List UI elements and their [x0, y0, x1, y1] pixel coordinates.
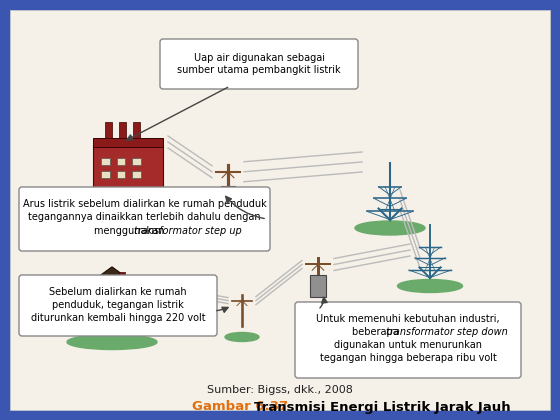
Ellipse shape — [355, 221, 425, 235]
FancyBboxPatch shape — [82, 291, 142, 328]
FancyBboxPatch shape — [295, 302, 521, 378]
Text: Arus listrik sebelum dialirkan ke rumah penduduk: Arus listrik sebelum dialirkan ke rumah … — [22, 199, 267, 209]
FancyBboxPatch shape — [19, 187, 270, 251]
FancyBboxPatch shape — [19, 275, 217, 336]
FancyBboxPatch shape — [116, 171, 125, 178]
Text: Uap air digunakan sebagai
sumber utama pembangkit listrik: Uap air digunakan sebagai sumber utama p… — [177, 53, 341, 75]
FancyBboxPatch shape — [119, 272, 125, 286]
FancyBboxPatch shape — [101, 171, 110, 178]
Ellipse shape — [78, 195, 178, 211]
FancyBboxPatch shape — [93, 138, 163, 147]
FancyBboxPatch shape — [119, 122, 126, 138]
Ellipse shape — [209, 215, 247, 225]
Text: Transmisi Energi Listrik Jarak Jauh: Transmisi Energi Listrik Jarak Jauh — [254, 401, 511, 414]
FancyBboxPatch shape — [105, 122, 112, 138]
FancyBboxPatch shape — [133, 122, 141, 138]
FancyBboxPatch shape — [221, 186, 235, 205]
FancyBboxPatch shape — [132, 158, 141, 165]
Text: transformator step down: transformator step down — [386, 327, 508, 337]
Ellipse shape — [225, 333, 259, 341]
Ellipse shape — [398, 279, 463, 292]
Text: tegangannya dinaikkan terlebih dahulu dengan: tegangannya dinaikkan terlebih dahulu de… — [28, 212, 261, 222]
Text: penduduk, tegangan listrik: penduduk, tegangan listrik — [52, 300, 184, 310]
FancyBboxPatch shape — [310, 275, 326, 297]
FancyBboxPatch shape — [107, 312, 117, 328]
FancyBboxPatch shape — [89, 303, 100, 313]
FancyBboxPatch shape — [10, 10, 550, 410]
Ellipse shape — [67, 334, 157, 349]
Text: menggunakan: menggunakan — [95, 226, 168, 236]
Text: Gambar 6.37: Gambar 6.37 — [192, 401, 293, 414]
Text: Untuk memenuhi kebutuhan industri,: Untuk memenuhi kebutuhan industri, — [316, 314, 500, 324]
Text: digunakan untuk menurunkan: digunakan untuk menurunkan — [334, 340, 482, 350]
FancyBboxPatch shape — [116, 158, 125, 165]
Text: diturunkan kembali hingga 220 volt: diturunkan kembali hingga 220 volt — [31, 313, 206, 323]
FancyBboxPatch shape — [101, 158, 110, 165]
FancyBboxPatch shape — [93, 145, 163, 191]
FancyBboxPatch shape — [119, 303, 129, 313]
Text: beberapa: beberapa — [352, 327, 402, 337]
Ellipse shape — [298, 311, 338, 321]
Text: transformator step up: transformator step up — [134, 226, 242, 236]
Text: Sumber: Bigss, dkk., 2008: Sumber: Bigss, dkk., 2008 — [207, 385, 353, 395]
FancyBboxPatch shape — [160, 39, 358, 89]
FancyBboxPatch shape — [132, 171, 141, 178]
Text: Sebelum dialirkan ke rumah: Sebelum dialirkan ke rumah — [49, 287, 187, 297]
Text: tegangan hingga beberapa ribu volt: tegangan hingga beberapa ribu volt — [320, 353, 496, 363]
Polygon shape — [78, 267, 146, 291]
